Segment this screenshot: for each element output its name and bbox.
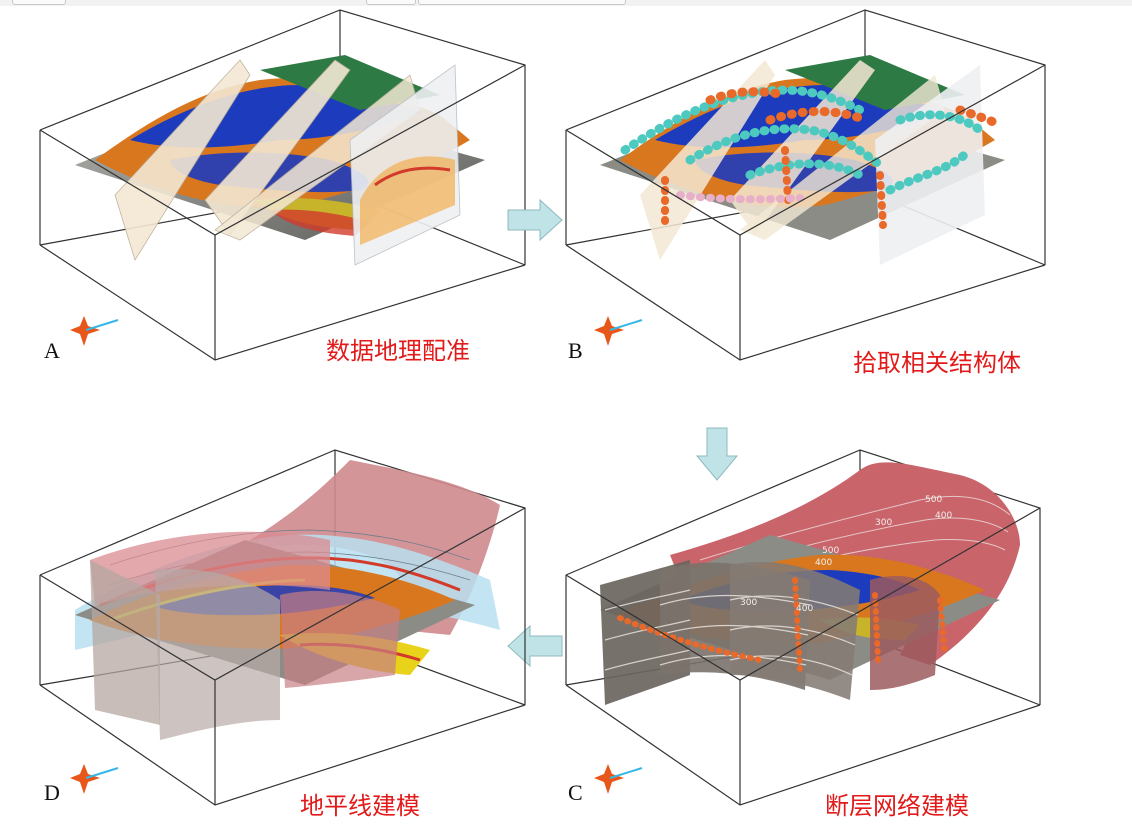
compass-icon [64, 760, 120, 796]
compass-icon [64, 312, 120, 348]
contour-label: 400 [935, 511, 952, 521]
arrow-right-icon [506, 198, 564, 246]
panel-d-scene [39, 449, 526, 806]
contour-label: 300 [875, 518, 892, 528]
panel-caption: 拾取相关结构体 [853, 349, 1021, 377]
panel-b-scene [565, 9, 1046, 361]
contour-label: 400 [815, 558, 832, 568]
panel-letter: D [44, 780, 60, 805]
panel-caption: 地平线建模 [300, 792, 420, 820]
panel-a: A 数据地理配准 [0, 0, 560, 390]
toolbar-tab[interactable] [12, 0, 66, 5]
contour-label: 500 [925, 495, 942, 505]
toolbar-tab[interactable] [366, 0, 416, 5]
window-top-strip [0, 0, 1132, 6]
panel-d: D 地平线建模 [0, 420, 560, 830]
panel-a-scene [39, 9, 526, 361]
panel-letter: C [568, 780, 583, 805]
panel-c-scene: 500 400 300 500 400 300 400 [565, 449, 1041, 806]
toolbar-tab[interactable] [418, 0, 626, 5]
contour-label: 500 [822, 546, 839, 556]
compass-icon [588, 312, 644, 348]
panel-letter: A [44, 338, 60, 363]
panel-letter: B [568, 338, 583, 363]
panel-caption: 断层网络建模 [825, 792, 969, 820]
panel-c: 500 400 300 500 400 300 400 C 断层网络建模 [560, 420, 1132, 830]
compass-icon [588, 760, 644, 796]
panel-caption: 数据地理配准 [326, 337, 470, 365]
arrow-left-icon [506, 624, 564, 672]
contour-label: 300 [740, 598, 757, 608]
arrow-down-icon [695, 426, 739, 486]
panel-b: B 拾取相关结构体 [560, 0, 1132, 390]
contour-label: 400 [796, 604, 813, 614]
